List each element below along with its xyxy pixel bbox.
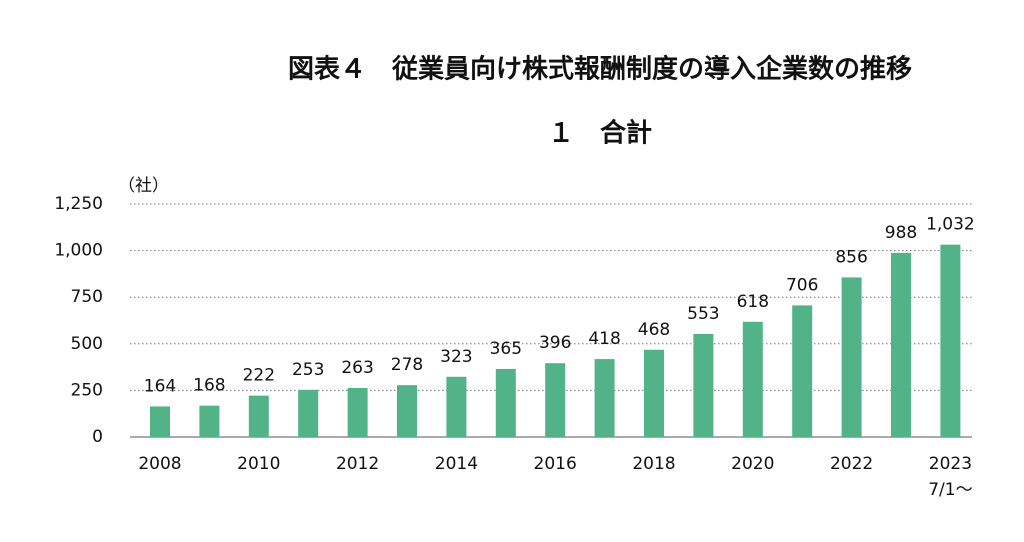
- x-tick-label: 2020: [731, 454, 775, 474]
- x-tick-label: 2016: [533, 454, 577, 474]
- bar: [693, 333, 714, 437]
- value-label: 164: [144, 376, 176, 396]
- bar: [891, 252, 911, 437]
- x-tick-label: 2018: [632, 454, 676, 474]
- y-tick-label: 750: [71, 287, 103, 307]
- value-label: 396: [539, 333, 571, 353]
- bar: [594, 359, 615, 437]
- bar: [248, 395, 269, 437]
- chart-title: 図表４ 従業員向け株式報酬制度の導入企業数の推移: [288, 54, 912, 85]
- x-tick-label: 2022: [829, 454, 874, 474]
- value-label: 553: [687, 304, 719, 324]
- value-label: 253: [292, 360, 324, 380]
- value-label: 468: [638, 320, 670, 340]
- bar: [940, 244, 961, 437]
- x-tick-label: 2014: [434, 454, 479, 474]
- bar: [199, 405, 220, 437]
- bar: [644, 349, 664, 437]
- bar: [347, 387, 368, 437]
- value-label: 706: [786, 275, 818, 295]
- x-tick-label: 2012: [335, 454, 380, 474]
- value-label: 618: [737, 292, 769, 312]
- bar: [545, 363, 566, 437]
- y-tick-label: 1,250: [54, 194, 103, 214]
- value-label: 222: [243, 366, 275, 386]
- value-label: 263: [341, 358, 373, 378]
- y-tick-label: 250: [71, 380, 103, 400]
- bar: [495, 368, 516, 437]
- x-tick-label: 2008: [138, 454, 182, 474]
- value-label: 988: [885, 223, 917, 243]
- x-tick-label: 2023 7/1〜: [928, 454, 973, 500]
- y-unit: （社）: [118, 176, 169, 196]
- y-tick-label: 500: [71, 334, 103, 354]
- chart-subtitle: １ 合計: [548, 118, 652, 149]
- bar: [841, 277, 862, 437]
- value-label: 418: [588, 329, 620, 349]
- bar: [742, 321, 763, 437]
- bar: [792, 305, 813, 437]
- y-tick-label: 0: [92, 427, 103, 447]
- bar: [446, 376, 467, 437]
- y-tick-label: 1,000: [54, 241, 103, 261]
- value-label: 168: [193, 376, 225, 396]
- bar: [397, 385, 417, 437]
- value-label: 323: [440, 347, 472, 367]
- value-label: 856: [835, 247, 867, 267]
- bar: [150, 406, 170, 437]
- value-label: 1,032: [926, 215, 975, 235]
- value-label: 365: [490, 339, 522, 359]
- bar: [298, 389, 319, 437]
- x-tick-label: 2010: [237, 454, 281, 474]
- value-label: 278: [391, 355, 423, 375]
